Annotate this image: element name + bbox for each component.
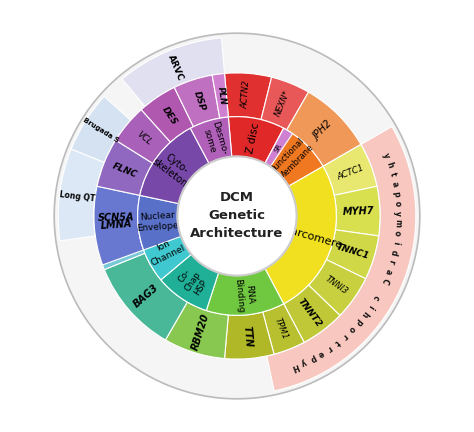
Text: h: h	[384, 161, 395, 169]
Text: JPH2: JPH2	[311, 119, 334, 142]
Text: Co-
Chap
HSP: Co- Chap HSP	[174, 264, 211, 299]
Text: FLNC: FLNC	[111, 162, 138, 180]
Text: o: o	[346, 324, 357, 334]
Text: p: p	[392, 190, 401, 197]
Text: y: y	[381, 152, 392, 160]
Text: o: o	[392, 230, 402, 236]
Wedge shape	[104, 253, 187, 340]
Wedge shape	[174, 75, 220, 127]
Text: y: y	[393, 211, 402, 216]
Text: DES: DES	[160, 105, 179, 127]
Wedge shape	[141, 87, 193, 142]
Wedge shape	[323, 144, 377, 195]
Wedge shape	[191, 117, 232, 163]
Wedge shape	[206, 269, 283, 315]
Wedge shape	[309, 260, 365, 315]
Text: SR: SR	[273, 143, 283, 153]
Text: C: C	[379, 276, 390, 285]
Wedge shape	[225, 73, 272, 120]
Text: DCM
Genetic
Architecture: DCM Genetic Architecture	[191, 191, 283, 241]
Wedge shape	[334, 186, 380, 236]
Wedge shape	[212, 73, 228, 118]
Text: ACTC1: ACTC1	[336, 163, 365, 182]
Text: Sarcomere: Sarcomere	[283, 225, 344, 251]
Text: y: y	[300, 357, 308, 368]
Text: SCN5A: SCN5A	[98, 213, 134, 223]
Text: Long QT: Long QT	[59, 190, 96, 203]
Text: TPM1: TPM1	[273, 317, 290, 341]
Text: d: d	[389, 248, 399, 256]
Wedge shape	[326, 230, 379, 279]
Text: p: p	[353, 317, 364, 327]
Wedge shape	[263, 304, 304, 354]
Text: TNNT2: TNNT2	[296, 297, 324, 329]
Wedge shape	[228, 117, 283, 163]
Text: Nuclear
Envelope: Nuclear Envelope	[136, 210, 179, 233]
Wedge shape	[94, 167, 145, 270]
Text: Cyto-
skeleton: Cyto- skeleton	[151, 147, 196, 189]
Wedge shape	[140, 128, 209, 203]
Text: r: r	[386, 259, 396, 265]
Wedge shape	[267, 127, 416, 391]
Text: Desmo-
some: Desmo- some	[200, 121, 228, 159]
Wedge shape	[140, 229, 191, 280]
Wedge shape	[165, 302, 228, 359]
Text: c: c	[371, 293, 381, 302]
Text: r: r	[340, 331, 349, 340]
Wedge shape	[225, 312, 274, 359]
Text: i: i	[391, 241, 401, 245]
Text: t: t	[333, 337, 341, 346]
Wedge shape	[54, 33, 420, 399]
Text: LMNA: LMNA	[100, 218, 132, 231]
Wedge shape	[122, 38, 225, 106]
Wedge shape	[265, 128, 292, 167]
Wedge shape	[71, 96, 131, 162]
Text: e: e	[317, 348, 326, 359]
Text: ARVC: ARVC	[166, 53, 185, 82]
Wedge shape	[283, 285, 340, 342]
Text: ACTN2: ACTN2	[241, 81, 252, 110]
Text: RBM20: RBM20	[190, 312, 211, 351]
Text: Brugada S: Brugada S	[82, 118, 119, 144]
Wedge shape	[265, 128, 323, 186]
Text: t: t	[388, 172, 397, 177]
Text: i: i	[366, 302, 375, 310]
Text: p: p	[308, 353, 317, 363]
Text: TNNI3: TNNI3	[323, 274, 349, 296]
Text: a: a	[383, 267, 393, 275]
Text: DSP: DSP	[192, 89, 207, 112]
Text: h: h	[359, 309, 370, 319]
Wedge shape	[97, 140, 153, 195]
Wedge shape	[94, 186, 144, 265]
Text: VCL: VCL	[135, 130, 153, 147]
Wedge shape	[58, 149, 104, 241]
Text: Junctional
Membrane: Junctional Membrane	[270, 136, 315, 182]
Text: NEXN*: NEXN*	[273, 89, 292, 118]
Text: a: a	[390, 181, 400, 187]
Circle shape	[177, 156, 297, 276]
Wedge shape	[161, 254, 219, 311]
Text: r: r	[325, 343, 333, 353]
Text: Z disc: Z disc	[245, 122, 261, 154]
Text: TTN: TTN	[242, 326, 254, 348]
Text: TNNC1: TNNC1	[335, 242, 371, 261]
Text: H: H	[290, 361, 299, 372]
Text: m: m	[393, 219, 402, 227]
Text: BAG3: BAG3	[131, 282, 160, 309]
Wedge shape	[261, 77, 309, 130]
Wedge shape	[137, 195, 181, 250]
Wedge shape	[287, 92, 361, 166]
Wedge shape	[116, 110, 171, 163]
Wedge shape	[265, 166, 337, 304]
Text: RNA
Binding: RNA Binding	[233, 277, 255, 313]
Text: Ion
Channel: Ion Channel	[145, 234, 187, 268]
Text: o: o	[393, 200, 402, 206]
Text: MYH7: MYH7	[342, 206, 374, 217]
Text: PLN: PLN	[216, 86, 227, 105]
